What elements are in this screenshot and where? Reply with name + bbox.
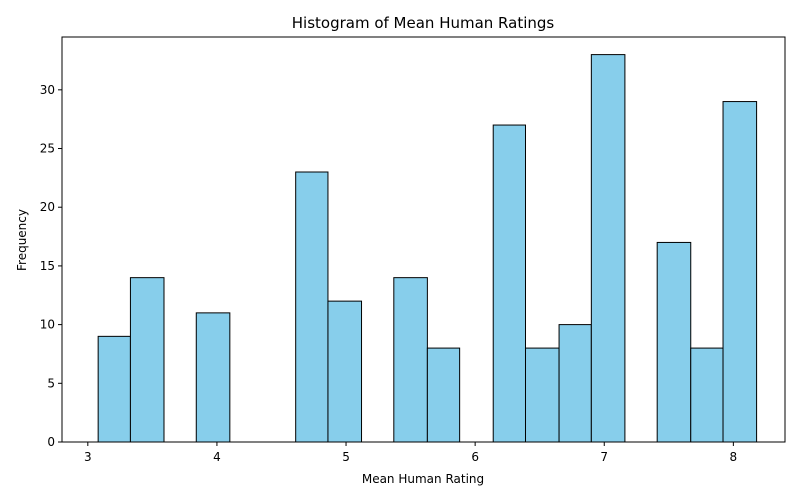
y-axis-ticks: 0 5 10 15 20 25 30 [40,83,62,449]
y-tick-label: 15 [40,259,55,273]
histogram-bar [492,124,526,443]
histogram-bar [97,335,131,443]
chart-title: Histogram of Mean Human Ratings [292,14,555,32]
histogram-bar [690,347,724,443]
histogram-bar [656,241,692,443]
histogram-bar [129,277,165,443]
x-tick-label: 5 [342,450,350,464]
histogram-bar [393,277,428,443]
x-axis-ticks: 3 4 5 6 7 8 [84,442,737,464]
histogram-bar [558,324,592,443]
x-axis-label: Mean Human Rating [362,472,484,486]
y-tick-label: 25 [40,142,55,156]
histogram-bar [426,347,461,443]
x-tick-label: 8 [730,450,738,464]
histogram-bar [722,101,758,443]
bars-group [97,54,758,443]
x-tick-label: 3 [84,450,92,464]
y-tick-label: 30 [40,83,55,97]
x-tick-label: 4 [213,450,221,464]
y-tick-label: 10 [40,318,55,332]
x-tick-label: 6 [471,450,479,464]
plot-frame [61,36,786,443]
y-tick-label: 5 [47,376,55,390]
histogram-bar [295,171,329,443]
x-tick-label: 7 [600,450,608,464]
y-tick-label: 20 [40,200,55,214]
y-tick-label: 0 [47,435,55,449]
histogram-bar [195,312,231,443]
histogram-bar [590,54,626,443]
histogram-bar [327,300,363,443]
y-axis-label: Frequency [15,209,29,271]
histogram-bar [524,347,560,443]
